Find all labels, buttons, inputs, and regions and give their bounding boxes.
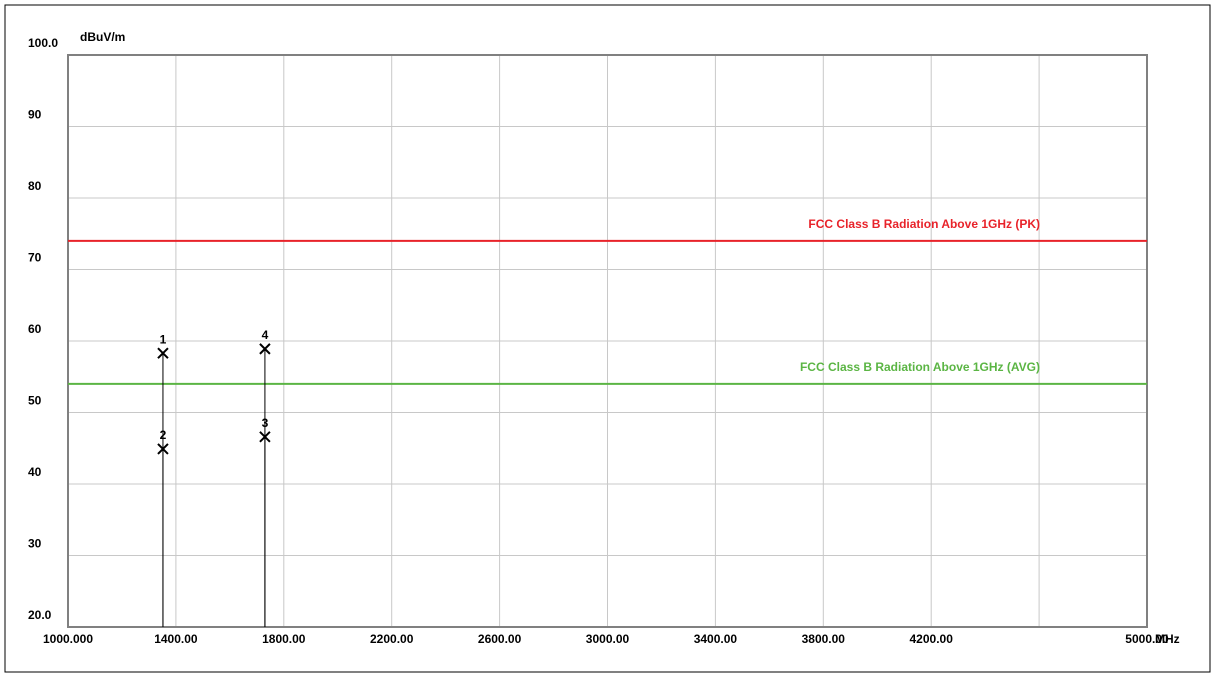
x-tick-label: 5000.00 xyxy=(1125,632,1169,646)
y-tick-label: 90 xyxy=(28,108,42,122)
x-tick-label: 1000.000 xyxy=(43,632,93,646)
y-tick-label: 20.0 xyxy=(28,608,52,622)
x-unit: MHz xyxy=(1155,632,1180,646)
x-tick-label: 1800.00 xyxy=(262,632,306,646)
x-tick-label: 2600.00 xyxy=(478,632,522,646)
y-tick-label: 40 xyxy=(28,465,42,479)
x-tick-label: 4200.00 xyxy=(910,632,954,646)
y-tick-label: 100.0 xyxy=(28,36,58,50)
y-tick-label: 30 xyxy=(28,537,42,551)
y-tick-label: 60 xyxy=(28,322,42,336)
marker-label: 1 xyxy=(160,332,167,346)
x-tick-label: 2200.00 xyxy=(370,632,414,646)
marker-label: 2 xyxy=(160,428,167,442)
x-tick-label: 3400.00 xyxy=(694,632,738,646)
x-tick-label: 3800.00 xyxy=(802,632,846,646)
frame xyxy=(4,4,1211,673)
limit-label: FCC Class B Radiation Above 1GHz (PK) xyxy=(808,217,1040,231)
y-tick-label: 80 xyxy=(28,179,42,193)
limit-label: FCC Class B Radiation Above 1GHz (AVG) xyxy=(800,360,1040,374)
x-tick-label: 3000.00 xyxy=(586,632,630,646)
marker xyxy=(259,343,271,355)
y-tick-label: 50 xyxy=(28,394,42,408)
marker xyxy=(157,347,169,359)
marker-label: 4 xyxy=(262,328,269,342)
plot-border xyxy=(67,54,1148,628)
y-unit: dBuV/m xyxy=(80,30,125,44)
x-tick-label: 1400.00 xyxy=(154,632,198,646)
marker xyxy=(157,443,169,455)
y-tick-label: 70 xyxy=(28,251,42,265)
